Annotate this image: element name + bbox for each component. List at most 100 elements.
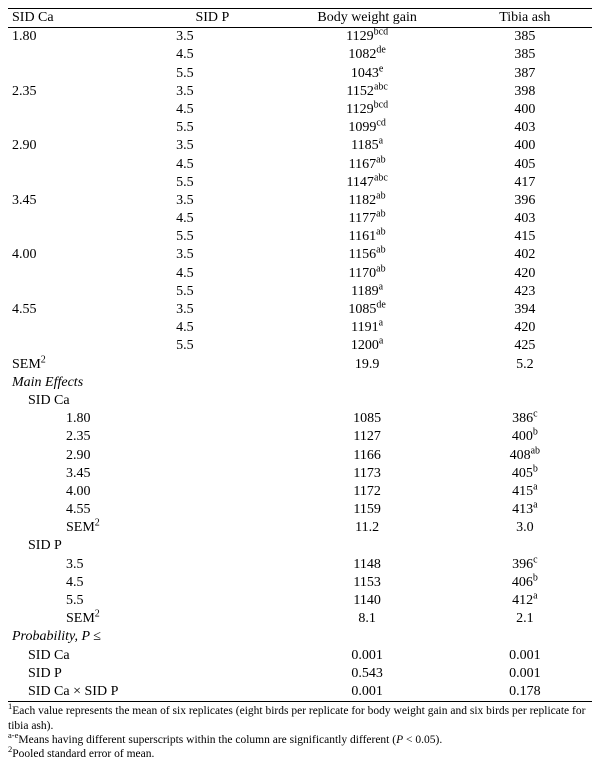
empty bbox=[148, 392, 276, 410]
empty bbox=[148, 537, 276, 555]
prob-tibia: 0.178 bbox=[458, 683, 592, 702]
table-row: 4.51167ab405 bbox=[8, 156, 592, 174]
sid-ca-cell bbox=[8, 46, 148, 64]
sid-ca-cell bbox=[8, 119, 148, 137]
empty bbox=[148, 574, 276, 592]
table-row: SID P bbox=[8, 537, 592, 555]
empty bbox=[148, 483, 276, 501]
sem-label: SEM2 bbox=[8, 610, 148, 628]
prob-tibia: 0.001 bbox=[458, 647, 592, 665]
sid-ca-cell: 2.90 bbox=[8, 137, 148, 155]
bwg-cell: 1147abc bbox=[277, 174, 458, 192]
table-row: 4.51129bcd400 bbox=[8, 101, 592, 119]
bwg-cell: 1177ab bbox=[277, 210, 458, 228]
table-row: 5.51189a423 bbox=[8, 283, 592, 301]
table-row: 5.51043e387 bbox=[8, 65, 592, 83]
main-ca-level: 1.80 bbox=[8, 410, 148, 428]
tibia-cell: 385 bbox=[458, 46, 592, 64]
table-row: 1.803.51129bcd385 bbox=[8, 28, 592, 47]
bwg-cell: 1043e bbox=[277, 65, 458, 83]
tibia-cell: 420 bbox=[458, 319, 592, 337]
bwg-cell: 1161ab bbox=[277, 228, 458, 246]
sem-tibia: 2.1 bbox=[458, 610, 592, 628]
tibia-cell: 400b bbox=[458, 428, 592, 446]
empty bbox=[148, 447, 276, 465]
tibia-cell: 398 bbox=[458, 83, 592, 101]
table-row: SID Ca0.0010.001 bbox=[8, 647, 592, 665]
table-row: 4.51191a420 bbox=[8, 319, 592, 337]
sem-tibia: 3.0 bbox=[458, 519, 592, 537]
bwg-cell: 1085de bbox=[277, 301, 458, 319]
hdr-sid-ca: SID Ca bbox=[8, 9, 148, 28]
tibia-cell: 400 bbox=[458, 137, 592, 155]
table-row: 5.51140412a bbox=[8, 592, 592, 610]
bwg-cell: 1166 bbox=[277, 447, 458, 465]
table-row: 1.80 1085386c bbox=[8, 410, 592, 428]
bwg-cell: 1170ab bbox=[277, 265, 458, 283]
empty bbox=[277, 628, 458, 646]
main-ca-label: SID Ca bbox=[8, 392, 148, 410]
bwg-cell: 1167ab bbox=[277, 156, 458, 174]
table-row: SID P0.5430.001 bbox=[8, 665, 592, 683]
footnotes: 1Each value represents the mean of six r… bbox=[8, 704, 592, 762]
bwg-cell: 1185a bbox=[277, 137, 458, 155]
empty bbox=[148, 410, 276, 428]
tibia-cell: 396c bbox=[458, 556, 592, 574]
table-row: SEM28.12.1 bbox=[8, 610, 592, 628]
tibia-cell: 417 bbox=[458, 174, 592, 192]
sid-p-cell: 4.5 bbox=[148, 46, 276, 64]
empty bbox=[458, 628, 592, 646]
bwg-cell: 1153 bbox=[277, 574, 458, 592]
main-effects-label: Main Effects bbox=[8, 374, 148, 392]
sem-label: SEM2 bbox=[8, 519, 148, 537]
tibia-cell: 385 bbox=[458, 28, 592, 47]
main-ca-level: 4.55 bbox=[8, 501, 148, 519]
table-row: SID Ca × SID P0.0010.178 bbox=[8, 683, 592, 702]
main-ca-level: 4.00 bbox=[8, 483, 148, 501]
tibia-cell: 405 bbox=[458, 156, 592, 174]
bwg-cell: 1127 bbox=[277, 428, 458, 446]
table-row: 5.51147abc417 bbox=[8, 174, 592, 192]
tibia-cell: 425 bbox=[458, 337, 592, 355]
sid-p-cell: 5.5 bbox=[148, 337, 276, 355]
hdr-bwg: Body weight gain bbox=[277, 9, 458, 28]
sid-p-cell: 3.5 bbox=[148, 301, 276, 319]
sid-ca-cell bbox=[8, 65, 148, 83]
table-row: 5.51099cd403 bbox=[8, 119, 592, 137]
bwg-cell: 1191a bbox=[277, 319, 458, 337]
sid-ca-cell bbox=[8, 210, 148, 228]
prob-name: SID Ca × SID P bbox=[8, 683, 148, 702]
header-row: SID Ca SID P Body weight gain Tibia ash bbox=[8, 9, 592, 28]
bwg-cell: 1085 bbox=[277, 410, 458, 428]
prob-bwg: 0.001 bbox=[277, 647, 458, 665]
tibia-cell: 415 bbox=[458, 228, 592, 246]
main-p-level: 3.5 bbox=[8, 556, 148, 574]
sid-ca-cell: 3.45 bbox=[8, 192, 148, 210]
bwg-cell: 1200a bbox=[277, 337, 458, 355]
tibia-cell: 405b bbox=[458, 465, 592, 483]
bwg-cell: 1152abc bbox=[277, 83, 458, 101]
tibia-cell: 403 bbox=[458, 119, 592, 137]
sem-bwg: 19.9 bbox=[277, 356, 458, 374]
empty bbox=[148, 628, 276, 646]
tibia-cell: 420 bbox=[458, 265, 592, 283]
main-p-level: 5.5 bbox=[8, 592, 148, 610]
tibia-cell: 386c bbox=[458, 410, 592, 428]
sid-ca-cell bbox=[8, 283, 148, 301]
tibia-cell: 403 bbox=[458, 210, 592, 228]
table-row: SEM219.95.2 bbox=[8, 356, 592, 374]
table-row: 5.51200a425 bbox=[8, 337, 592, 355]
bwg-cell: 1159 bbox=[277, 501, 458, 519]
sid-ca-cell: 1.80 bbox=[8, 28, 148, 47]
main-p-level: 4.5 bbox=[8, 574, 148, 592]
sid-ca-cell bbox=[8, 228, 148, 246]
table-row: Main Effects bbox=[8, 374, 592, 392]
empty bbox=[148, 356, 276, 374]
sid-ca-cell bbox=[8, 156, 148, 174]
empty bbox=[148, 519, 276, 537]
sid-p-cell: 5.5 bbox=[148, 283, 276, 301]
footnote-2: a-eMeans having different superscripts w… bbox=[8, 733, 592, 747]
tibia-cell: 408ab bbox=[458, 447, 592, 465]
tibia-cell: 415a bbox=[458, 483, 592, 501]
table-row: 4.51153406b bbox=[8, 574, 592, 592]
